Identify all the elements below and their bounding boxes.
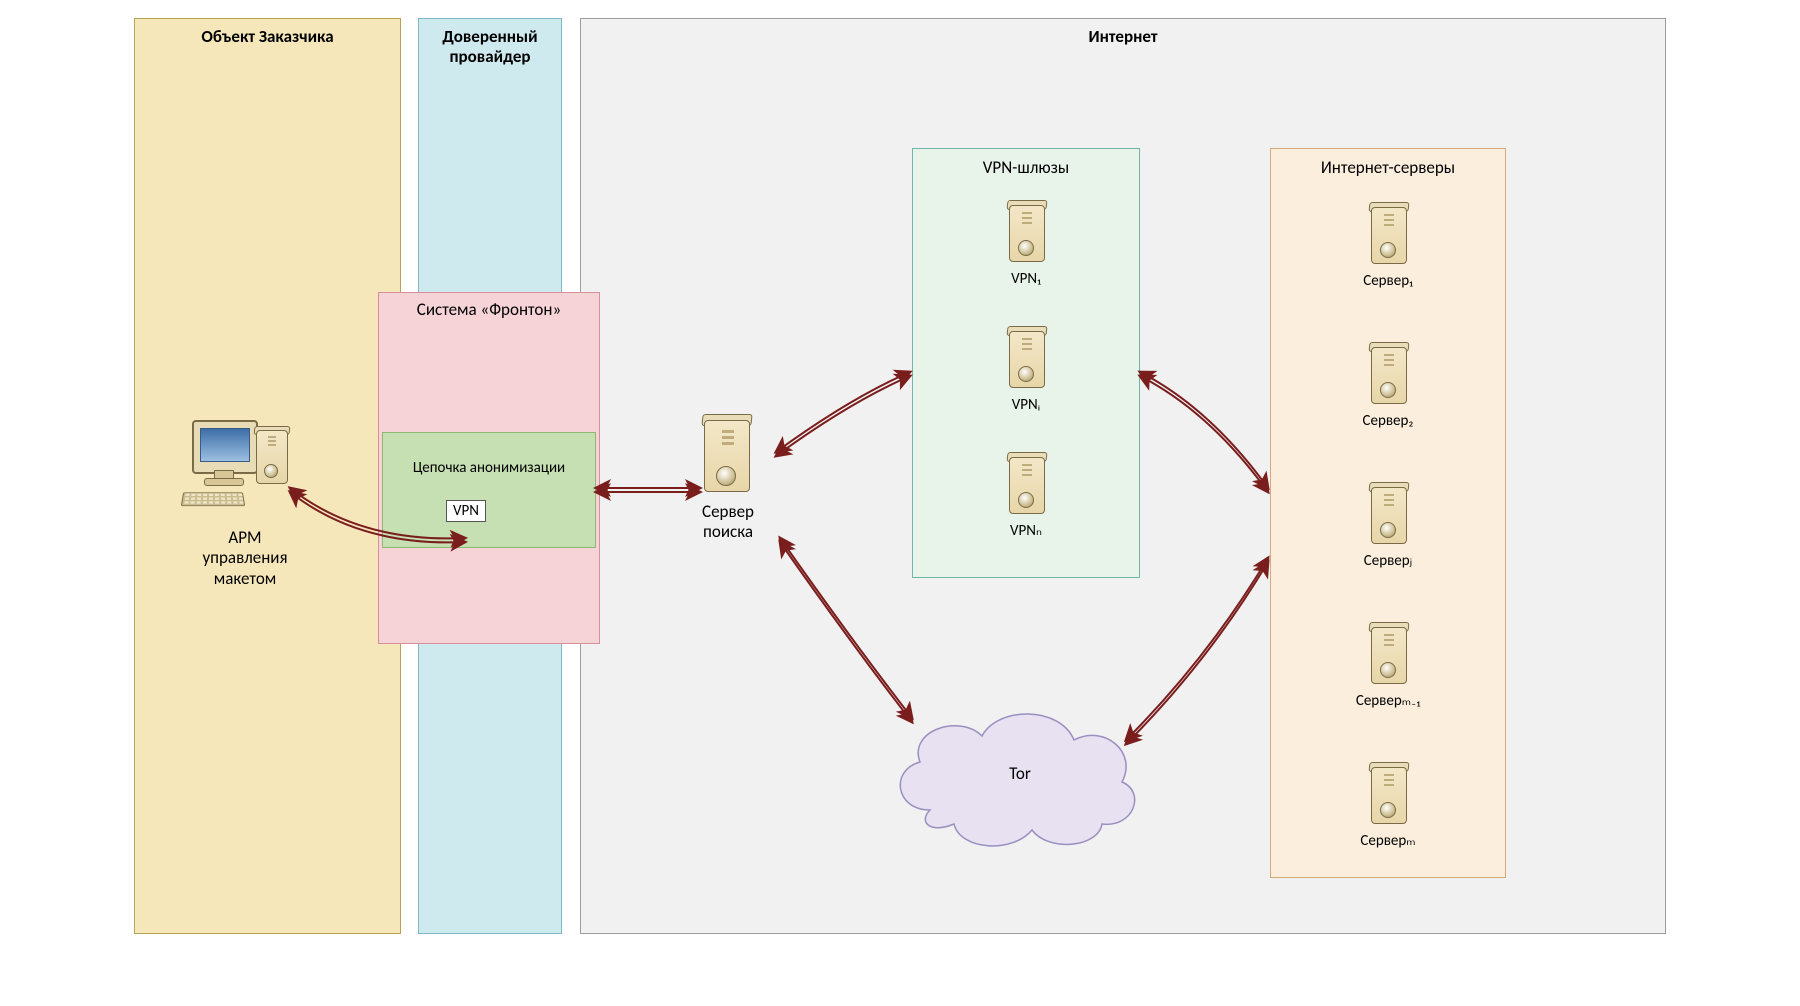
servers-item-label-2: Серверⱼ [1338, 552, 1438, 570]
box-anon-chain-title: Цепочка анонимизации [383, 433, 595, 477]
internet-server-icon [1368, 482, 1408, 544]
arm-workstation-icon [182, 420, 292, 520]
box-fronton-title: Система «Фронтон» [379, 293, 599, 320]
vpn-item-label-2: VPNₙ [986, 522, 1066, 540]
box-vpn-group-title: VPN-шлюзы [913, 149, 1139, 178]
tor-label: Tor [990, 764, 1050, 784]
servers-item-label-1: Сервер₂ [1338, 412, 1438, 430]
box-servers-group-title: Интернет-серверы [1271, 149, 1505, 178]
vpn-item-label-1: VPNᵢ [986, 396, 1066, 414]
servers-item-label-3: Серверₘ₋₁ [1338, 692, 1438, 710]
vpn-server-icon [1006, 452, 1046, 514]
box-anon-chain: Цепочка анонимизации [382, 432, 596, 548]
region-customer-title: Объект Заказчика [135, 19, 400, 47]
vpn-item-label-0: VPN₁ [986, 270, 1066, 288]
servers-item-label-4: Серверₘ [1338, 832, 1438, 850]
internet-server-icon [1368, 762, 1408, 824]
search-server-label: Сервер поиска [678, 502, 778, 543]
vpn-server-icon [1006, 200, 1046, 262]
vpn-server-icon [1006, 326, 1046, 388]
vpn-badge: VPN [446, 500, 486, 522]
search-server-icon [700, 414, 752, 492]
internet-server-icon [1368, 342, 1408, 404]
diagram-root: { "type": "network-diagram", "canvas": {… [0, 0, 1800, 1006]
region-provider-title: Доверенный провайдер [419, 19, 561, 68]
arm-label: АРМ управления макетом [170, 528, 320, 589]
region-internet-title: Интернет [581, 19, 1665, 47]
servers-item-label-0: Сервер₁ [1338, 272, 1438, 290]
internet-server-icon [1368, 622, 1408, 684]
internet-server-icon [1368, 202, 1408, 264]
